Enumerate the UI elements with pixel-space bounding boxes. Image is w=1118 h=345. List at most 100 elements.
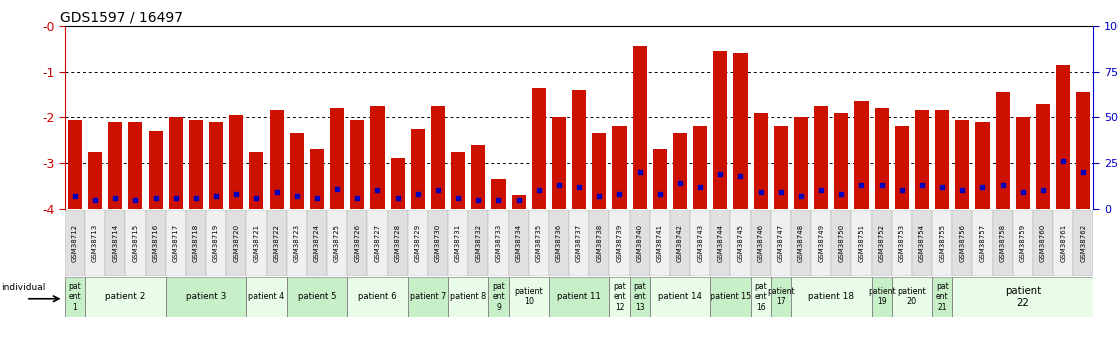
Text: GSM38738: GSM38738 <box>596 224 603 262</box>
Text: GDS1597 / 16497: GDS1597 / 16497 <box>59 11 182 25</box>
Text: patient 4: patient 4 <box>248 292 285 301</box>
Bar <box>430 106 445 209</box>
Bar <box>912 210 932 276</box>
Bar <box>831 210 852 276</box>
Bar <box>85 210 105 276</box>
Bar <box>955 120 969 209</box>
Text: GSM38742: GSM38742 <box>678 224 683 262</box>
Bar <box>489 277 509 317</box>
Bar <box>569 210 589 276</box>
Bar <box>633 47 646 209</box>
Text: GSM38725: GSM38725 <box>334 224 340 262</box>
Bar <box>169 117 183 209</box>
Text: patient
20: patient 20 <box>898 287 926 306</box>
Bar <box>609 277 629 317</box>
Text: GSM38727: GSM38727 <box>375 224 380 262</box>
Bar <box>390 158 405 209</box>
Bar <box>246 277 286 317</box>
Bar <box>892 210 912 276</box>
Bar <box>428 210 448 276</box>
Text: GSM38728: GSM38728 <box>395 224 400 262</box>
Bar <box>1057 65 1070 209</box>
Bar <box>509 210 529 276</box>
Bar <box>492 179 505 209</box>
Bar <box>975 122 989 209</box>
Bar <box>370 106 385 209</box>
Bar <box>730 210 750 276</box>
Text: pat
ent
9: pat ent 9 <box>492 282 505 312</box>
Bar <box>451 151 465 209</box>
Text: GSM38729: GSM38729 <box>415 224 420 262</box>
Bar <box>892 277 932 317</box>
Bar <box>125 210 145 276</box>
Bar <box>953 277 1093 317</box>
Bar <box>932 277 953 317</box>
Text: GSM38734: GSM38734 <box>515 224 522 262</box>
Bar <box>408 277 448 317</box>
Text: patient 8: patient 8 <box>451 292 486 301</box>
Bar <box>229 115 244 209</box>
Bar <box>489 210 509 276</box>
Bar <box>330 108 344 209</box>
Bar <box>348 277 408 317</box>
Bar <box>794 117 808 209</box>
Bar <box>408 210 428 276</box>
Bar <box>226 210 246 276</box>
Text: patient 11: patient 11 <box>557 292 601 301</box>
Text: GSM38713: GSM38713 <box>92 224 98 262</box>
Text: GSM38721: GSM38721 <box>254 224 259 262</box>
Bar <box>165 277 246 317</box>
Bar <box>290 133 304 209</box>
Text: patient
19: patient 19 <box>868 287 896 306</box>
Text: GSM38760: GSM38760 <box>1040 224 1046 262</box>
Text: GSM38714: GSM38714 <box>112 224 119 262</box>
Bar <box>710 277 750 317</box>
Text: patient 15: patient 15 <box>710 292 751 301</box>
Text: GSM38722: GSM38722 <box>274 224 280 262</box>
Bar <box>770 210 790 276</box>
Text: GSM38737: GSM38737 <box>576 224 582 262</box>
Bar <box>189 120 203 209</box>
Bar <box>973 210 993 276</box>
Text: pat
ent
12: pat ent 12 <box>613 282 626 312</box>
Text: percentile rank within the sample: percentile rank within the sample <box>76 259 252 269</box>
Text: patient
22: patient 22 <box>1005 286 1041 307</box>
Bar <box>269 110 284 209</box>
Text: GSM38719: GSM38719 <box>214 224 219 262</box>
Bar <box>650 210 670 276</box>
Bar <box>650 277 710 317</box>
Text: GSM38747: GSM38747 <box>778 224 784 262</box>
Text: GSM38712: GSM38712 <box>72 224 78 262</box>
Text: GSM38724: GSM38724 <box>314 224 320 262</box>
Bar <box>549 277 609 317</box>
Bar <box>589 210 609 276</box>
Bar <box>814 106 828 209</box>
Text: GSM38755: GSM38755 <box>939 224 945 262</box>
Bar <box>1016 117 1030 209</box>
Bar <box>549 210 569 276</box>
Bar <box>88 151 102 209</box>
Bar <box>693 126 708 209</box>
Bar <box>266 210 286 276</box>
Text: GSM38743: GSM38743 <box>698 224 703 262</box>
Bar <box>471 145 485 209</box>
Text: GSM38736: GSM38736 <box>556 224 562 262</box>
Bar <box>1053 210 1073 276</box>
Bar <box>673 133 688 209</box>
Text: GSM38720: GSM38720 <box>234 224 239 262</box>
Bar <box>1013 210 1033 276</box>
Text: GSM38759: GSM38759 <box>1020 224 1026 262</box>
Bar <box>529 210 549 276</box>
Text: GSM38748: GSM38748 <box>798 224 804 262</box>
Bar <box>653 149 666 209</box>
Text: GSM38744: GSM38744 <box>718 224 723 262</box>
Text: GSM38735: GSM38735 <box>536 224 542 262</box>
Text: GSM38732: GSM38732 <box>475 224 481 262</box>
Bar <box>310 149 324 209</box>
Text: GSM38716: GSM38716 <box>152 224 159 262</box>
Bar <box>915 110 929 209</box>
Bar <box>932 210 953 276</box>
Bar <box>770 277 790 317</box>
Bar <box>350 120 364 209</box>
Text: GSM38741: GSM38741 <box>656 224 663 262</box>
